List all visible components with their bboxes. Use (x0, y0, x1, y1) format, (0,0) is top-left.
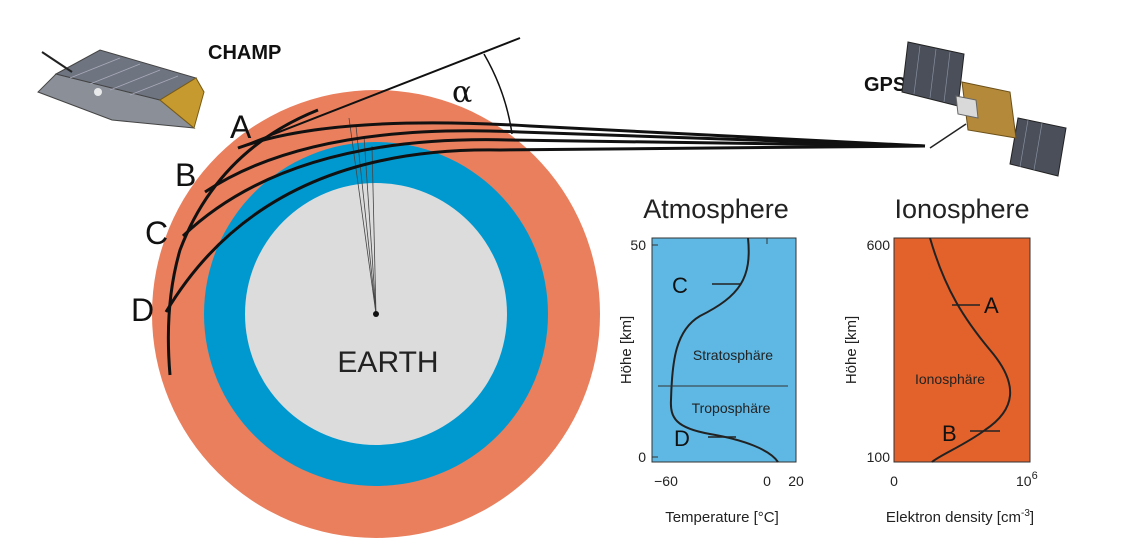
ray-paths (164, 121, 926, 313)
ionosphere-marker-b: B (942, 421, 957, 446)
ionosphere-plot-area (893, 237, 1031, 463)
atmosphere-ytick-bottom: 0 (638, 449, 646, 465)
atmosphere-xlabel: Temperature [°C] (665, 509, 779, 526)
atmosphere-marker-d: D (674, 426, 690, 451)
straight-reference-line (237, 37, 521, 149)
atmosphere-ylabel: Höhe [km] (618, 316, 635, 384)
ionosphere-xlabel-end: ] (1030, 509, 1034, 526)
ray-path-b (204, 129, 926, 194)
atmosphere-xtick-zero: 0 (763, 473, 771, 489)
ionosphere-xlabel-main: Elektron density [cm (886, 509, 1021, 526)
ionosphere-xlabel: Elektron density [cm-3] (886, 508, 1034, 526)
atmosphere-xtick-min: −60 (654, 473, 678, 489)
ionosphere-ytick-bottom: 100 (867, 449, 891, 465)
ionosphere-xlabel-sup: -3 (1021, 508, 1030, 519)
atmosphere-marker-c: C (672, 273, 688, 298)
champ-satellite-icon (37, 49, 205, 129)
ionosphere-xtick-max-base: 10 (1016, 473, 1032, 489)
ionosphere-xtick-zero: 0 (890, 473, 898, 489)
champ-label: CHAMP (208, 42, 281, 64)
atmosphere-title: Atmosphere (643, 194, 789, 224)
ionosphere-xtick-max-exp: 6 (1032, 470, 1038, 482)
ionosphere-marker-a: A (984, 293, 999, 318)
atmosphere-ytick-top: 50 (630, 237, 646, 253)
alpha-label: α (452, 75, 472, 110)
ray-path-c (181, 138, 926, 238)
ionosphere-ytick-top: 600 (867, 237, 891, 253)
troposphere-label: Troposphäre (692, 400, 771, 416)
ionosphere-density-profile (929, 237, 1012, 463)
bending-angle-arc (483, 53, 513, 135)
ray-path-a (237, 121, 926, 150)
point-label-c: C (145, 215, 168, 251)
earth-label: EARTH (337, 346, 438, 379)
ionosphere-ylabel: Höhe [km] (843, 316, 860, 384)
stratosphere-label: Stratosphäre (693, 347, 773, 363)
ray-path-d (164, 144, 926, 313)
atmosphere-temperature-profile (669, 237, 779, 463)
atmosphere-ticks (652, 238, 768, 458)
earth-center-dot (373, 311, 379, 317)
point-label-d: D (131, 292, 154, 328)
atmosphere-xtick-max: 20 (788, 473, 804, 489)
ionosphere-xtick-max: 106 (1016, 470, 1038, 489)
ionosphere-layer-label: Ionosphäre (915, 371, 985, 387)
point-label-a: A (230, 109, 252, 145)
gps-satellite-icon (901, 41, 1067, 177)
gps-label: GPS (864, 74, 906, 96)
point-label-b: B (175, 157, 196, 193)
ionosphere-title: Ionosphere (894, 194, 1029, 224)
